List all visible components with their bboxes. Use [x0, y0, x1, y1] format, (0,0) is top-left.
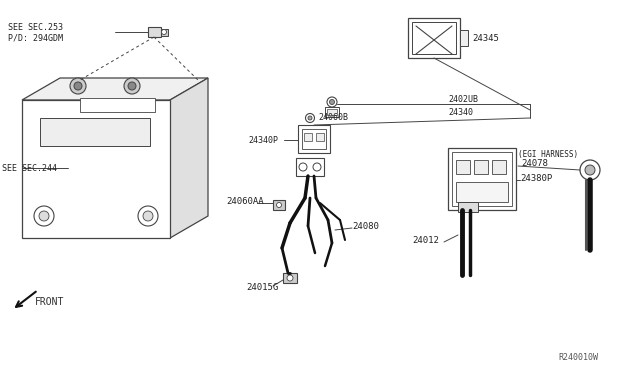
Circle shape	[305, 113, 314, 122]
Bar	[283, 273, 297, 283]
Bar	[148, 27, 161, 37]
Bar	[40, 118, 150, 146]
Circle shape	[143, 211, 153, 221]
Text: FRONT: FRONT	[35, 297, 65, 307]
Bar	[327, 109, 337, 115]
Circle shape	[330, 99, 335, 105]
Circle shape	[161, 29, 166, 35]
Circle shape	[585, 165, 595, 175]
Text: 24340P: 24340P	[248, 135, 278, 144]
Bar	[460, 30, 468, 46]
Bar	[456, 182, 508, 202]
Circle shape	[299, 163, 307, 171]
Bar	[273, 200, 285, 210]
Circle shape	[276, 202, 282, 208]
Text: 24340: 24340	[448, 108, 473, 117]
Circle shape	[74, 82, 82, 90]
Bar	[408, 18, 460, 58]
Bar	[304, 133, 312, 141]
Circle shape	[327, 97, 337, 107]
Text: 2402UB: 2402UB	[448, 95, 478, 104]
Circle shape	[34, 206, 54, 226]
Text: 24380P: 24380P	[520, 173, 552, 183]
Text: 24345: 24345	[472, 33, 499, 42]
Bar	[412, 22, 456, 54]
Polygon shape	[22, 78, 208, 100]
Circle shape	[313, 163, 321, 171]
Bar	[296, 158, 324, 176]
Text: 24060B: 24060B	[318, 112, 348, 122]
Bar	[458, 202, 478, 212]
Circle shape	[138, 206, 158, 226]
Circle shape	[580, 160, 600, 180]
Bar	[22, 100, 170, 238]
Bar	[80, 98, 155, 112]
Text: R240010W: R240010W	[558, 353, 598, 362]
Text: SEE SEC.253: SEE SEC.253	[8, 22, 63, 32]
Polygon shape	[170, 78, 208, 238]
Bar	[492, 160, 506, 174]
Circle shape	[308, 116, 312, 120]
Bar	[316, 133, 324, 141]
Text: 24015G: 24015G	[246, 283, 278, 292]
Circle shape	[287, 275, 293, 281]
Text: (EGI HARNESS): (EGI HARNESS)	[518, 150, 578, 158]
Text: 24078: 24078	[521, 158, 548, 167]
Text: P/D: 294GDM: P/D: 294GDM	[8, 33, 63, 42]
Bar	[161, 29, 168, 36]
Circle shape	[128, 82, 136, 90]
Text: 24080: 24080	[352, 221, 379, 231]
Circle shape	[70, 78, 86, 94]
Bar	[452, 152, 512, 206]
Bar	[448, 148, 516, 210]
Circle shape	[124, 78, 140, 94]
Circle shape	[39, 211, 49, 221]
Bar	[298, 125, 330, 153]
Bar	[302, 129, 326, 149]
Text: SEE SEC.244: SEE SEC.244	[2, 164, 57, 173]
Text: 24012: 24012	[412, 235, 439, 244]
Bar	[325, 107, 339, 117]
Bar	[474, 160, 488, 174]
Text: 24060AA: 24060AA	[226, 196, 264, 205]
Bar	[456, 160, 470, 174]
